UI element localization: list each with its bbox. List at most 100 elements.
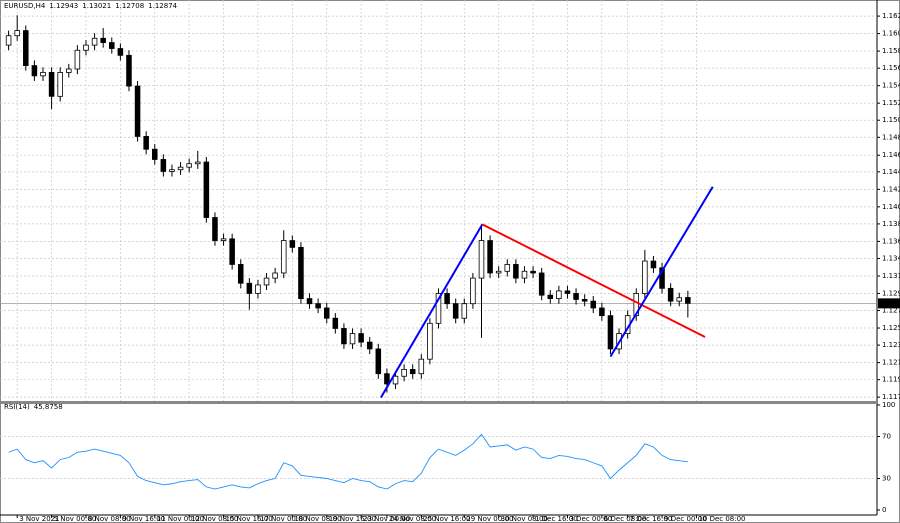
candle-body (48, 72, 55, 97)
candle-body (255, 284, 261, 294)
y-tick-label: 1.15630 (882, 64, 900, 72)
y-tick-label: 1.12790 (882, 307, 900, 315)
x-tick-label: 1 Dec 16:00 (535, 515, 578, 523)
candle-body (306, 298, 313, 305)
x-tick-label: 29 Nov 00:00 (466, 515, 513, 523)
candle-body (280, 240, 287, 274)
candle-body (375, 348, 382, 375)
trend-line (609, 186, 714, 358)
candle-body (91, 37, 98, 46)
x-tick-label: 9 Nov 16:00 (122, 515, 165, 523)
trend-line (481, 223, 706, 338)
candle-body (513, 264, 519, 279)
y-tick-label: 1.11775 (882, 393, 900, 401)
x-tick-label: 30 Nov 08:00 (501, 515, 548, 523)
candle-body (659, 267, 665, 289)
rsi-title: RSI(14) (4, 403, 30, 411)
rsi-line (8, 433, 688, 490)
x-tick-label: 15 Nov 16:00 (226, 515, 273, 523)
high-value: 1.13021 (82, 2, 111, 10)
x-tick-label: 6 Dec 08:00 (604, 515, 647, 523)
candle-body (547, 294, 554, 299)
candle-body (444, 293, 450, 305)
panel-separator (0, 401, 877, 404)
candle-body (31, 65, 38, 77)
x-tick-label: 8 Nov 08:00 (88, 515, 131, 523)
candle-body (418, 358, 425, 375)
candle-body (212, 217, 218, 241)
candle-body (315, 303, 321, 309)
candle-body (23, 30, 29, 66)
candle-body (100, 37, 106, 43)
y-tick-label: 1.12180 (882, 359, 900, 367)
candle-body (220, 238, 227, 241)
trend-line (380, 223, 484, 399)
candle-body (435, 293, 442, 324)
candle-body (143, 136, 149, 150)
x-tick-label: 18 Nov 08:00 (294, 515, 341, 523)
candle-body (650, 260, 657, 269)
candle-body (358, 333, 364, 343)
y-tick-label: 1.14820 (882, 133, 900, 141)
candle-body (667, 287, 674, 302)
x-tick-label: 10 Dec 08:00 (698, 515, 745, 523)
x-tick-label: 23 Nov 00:00 (363, 515, 410, 523)
candle-body (384, 373, 390, 385)
x-tick-label: 3 Nov 2021 (19, 515, 59, 523)
candle-body (177, 166, 184, 171)
x-tick-label: 3 Dec 00:00 (569, 515, 612, 523)
candle-body (332, 317, 339, 329)
y-tick-label: 1.15830 (882, 47, 900, 55)
candle-body (186, 163, 192, 168)
candle-body (599, 307, 605, 317)
y-tick-label: 1.11980 (882, 376, 900, 384)
candle-body (74, 49, 81, 70)
y-tick-label: 1.15220 (882, 99, 900, 107)
candle-body (366, 341, 373, 350)
candle-body (461, 303, 468, 319)
y-tick-label: 1.15020 (882, 116, 900, 124)
y-tick-label: 1.14005 (882, 203, 900, 211)
candle-body (478, 240, 485, 279)
y-tick-label: 1.12585 (882, 324, 900, 332)
candle-body (117, 48, 124, 56)
candle-body (642, 260, 648, 294)
candle-body (229, 238, 235, 265)
x-tick-label: 25 Nov 16:00 (423, 515, 470, 523)
open-value: 1.12943 (49, 2, 78, 10)
y-tick-label: 1.13805 (882, 220, 900, 228)
candle-body (160, 159, 167, 172)
candle-body (409, 369, 416, 375)
candle-body (530, 270, 536, 274)
candle-body (470, 277, 476, 305)
candle-body (14, 30, 20, 37)
x-tick-label: 5 Nov 00:00 (54, 515, 97, 523)
candle-body (573, 293, 579, 300)
y-tick-label: 70 (882, 433, 891, 441)
x-tick-label: 19 Nov 16:00 (329, 515, 376, 523)
x-tick-label: 24 Nov 08:00 (389, 515, 436, 523)
candle-body (126, 54, 132, 87)
candle-body (263, 277, 270, 286)
candle-body (452, 303, 459, 319)
candle-body (401, 369, 407, 377)
candle-body (427, 322, 433, 360)
last-price-label: 1.12874 (879, 299, 900, 307)
rsi-value: 45.8758 (34, 403, 63, 411)
candle-body (590, 300, 597, 309)
y-tick-label: 1.12385 (882, 341, 900, 349)
candle-body (5, 35, 12, 46)
low-value: 1.12708 (115, 2, 144, 10)
chart-title: EURUSD,H4 (4, 2, 46, 10)
candle-body (685, 297, 691, 304)
candle-body (237, 264, 244, 284)
y-tick-label: 1.13400 (882, 254, 900, 262)
rsi-header: RSI(14) 45.8758 (4, 403, 63, 411)
candle-body (298, 246, 304, 299)
candle-body (40, 72, 46, 77)
y-tick-label: 1.12990 (882, 289, 900, 297)
candle-body (676, 297, 683, 302)
candle-body (66, 68, 72, 73)
